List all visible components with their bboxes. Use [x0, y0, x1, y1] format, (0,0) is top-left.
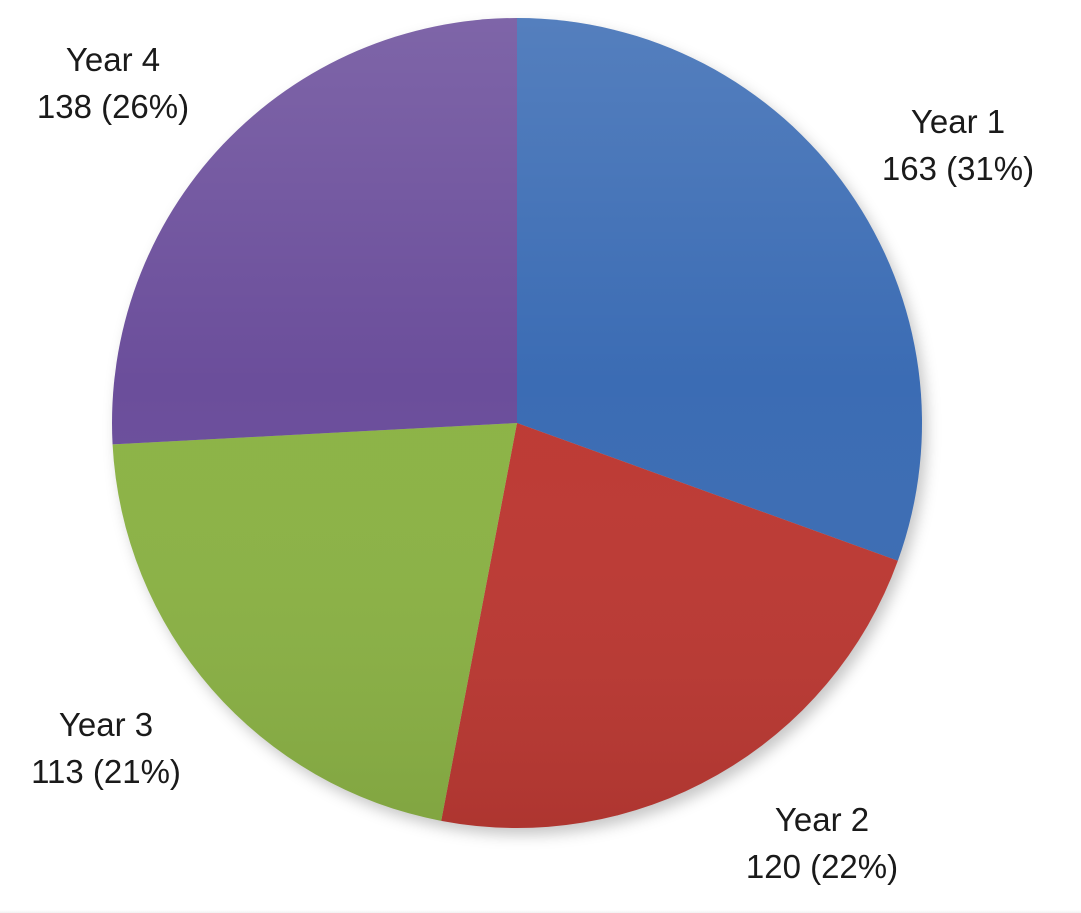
slice-label-name: Year 4 [65, 41, 161, 78]
slice-label-value: 163 (31%) [881, 150, 1035, 187]
slice-label-year-3: Year 3 113 (21%) [31, 701, 181, 795]
slice-label-value: 113 (21%) [31, 753, 181, 790]
pie-slices-group [112, 18, 923, 828]
slice-label-value: 138 (26%) [36, 88, 190, 125]
slice-label-value: 120 (22%) [745, 848, 899, 885]
page-bottom-edge [0, 910, 1081, 913]
slice-label-name: Year 1 [910, 103, 1006, 140]
slice-label-name: Year 2 [774, 801, 870, 838]
slice-label-year-2: Year 2 120 (22%) [746, 796, 898, 890]
slice-label-year-4: Year 4 138 (26%) [37, 36, 189, 130]
slice-label-year-1: Year 1 163 (31%) [882, 98, 1034, 192]
slice-label-name: Year 3 [58, 706, 154, 743]
